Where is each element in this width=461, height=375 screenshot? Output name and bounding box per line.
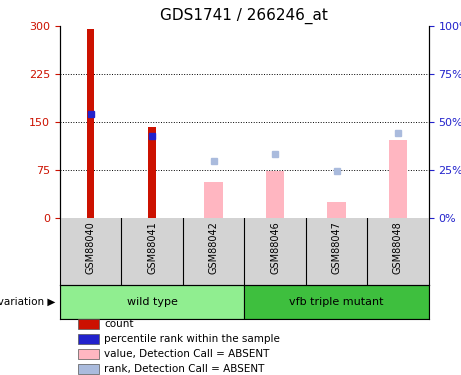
Bar xyxy=(148,127,156,218)
Text: GSM88042: GSM88042 xyxy=(208,221,219,274)
Text: GSM88046: GSM88046 xyxy=(270,221,280,274)
Text: wild type: wild type xyxy=(127,297,177,307)
Text: GSM88041: GSM88041 xyxy=(147,221,157,274)
Bar xyxy=(244,285,429,319)
Text: GSM88040: GSM88040 xyxy=(86,221,96,274)
Bar xyxy=(78,319,99,329)
Text: GSM88047: GSM88047 xyxy=(331,221,342,274)
Bar xyxy=(87,30,95,218)
Text: value, Detection Call = ABSENT: value, Detection Call = ABSENT xyxy=(104,349,270,359)
Text: count: count xyxy=(104,319,134,329)
Text: rank, Detection Call = ABSENT: rank, Detection Call = ABSENT xyxy=(104,364,265,374)
Bar xyxy=(204,183,223,218)
Bar xyxy=(60,285,244,319)
Bar xyxy=(78,334,99,344)
Bar xyxy=(327,202,346,217)
Text: GSM88048: GSM88048 xyxy=(393,221,403,274)
Bar xyxy=(78,364,99,374)
Text: genotype/variation ▶: genotype/variation ▶ xyxy=(0,297,55,307)
Bar xyxy=(389,140,407,218)
Title: GDS1741 / 266246_at: GDS1741 / 266246_at xyxy=(160,7,328,24)
Text: vfb triple mutant: vfb triple mutant xyxy=(290,297,384,307)
Bar xyxy=(78,349,99,359)
Text: percentile rank within the sample: percentile rank within the sample xyxy=(104,334,280,344)
Bar xyxy=(266,171,284,217)
